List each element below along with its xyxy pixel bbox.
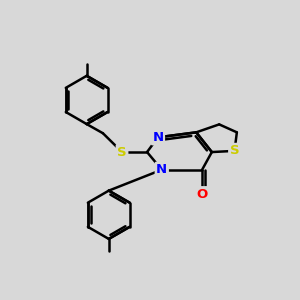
Text: N: N	[156, 163, 167, 176]
Text: S: S	[117, 146, 127, 159]
Text: N: N	[152, 131, 164, 144]
Text: S: S	[230, 144, 239, 158]
Text: O: O	[196, 188, 208, 201]
